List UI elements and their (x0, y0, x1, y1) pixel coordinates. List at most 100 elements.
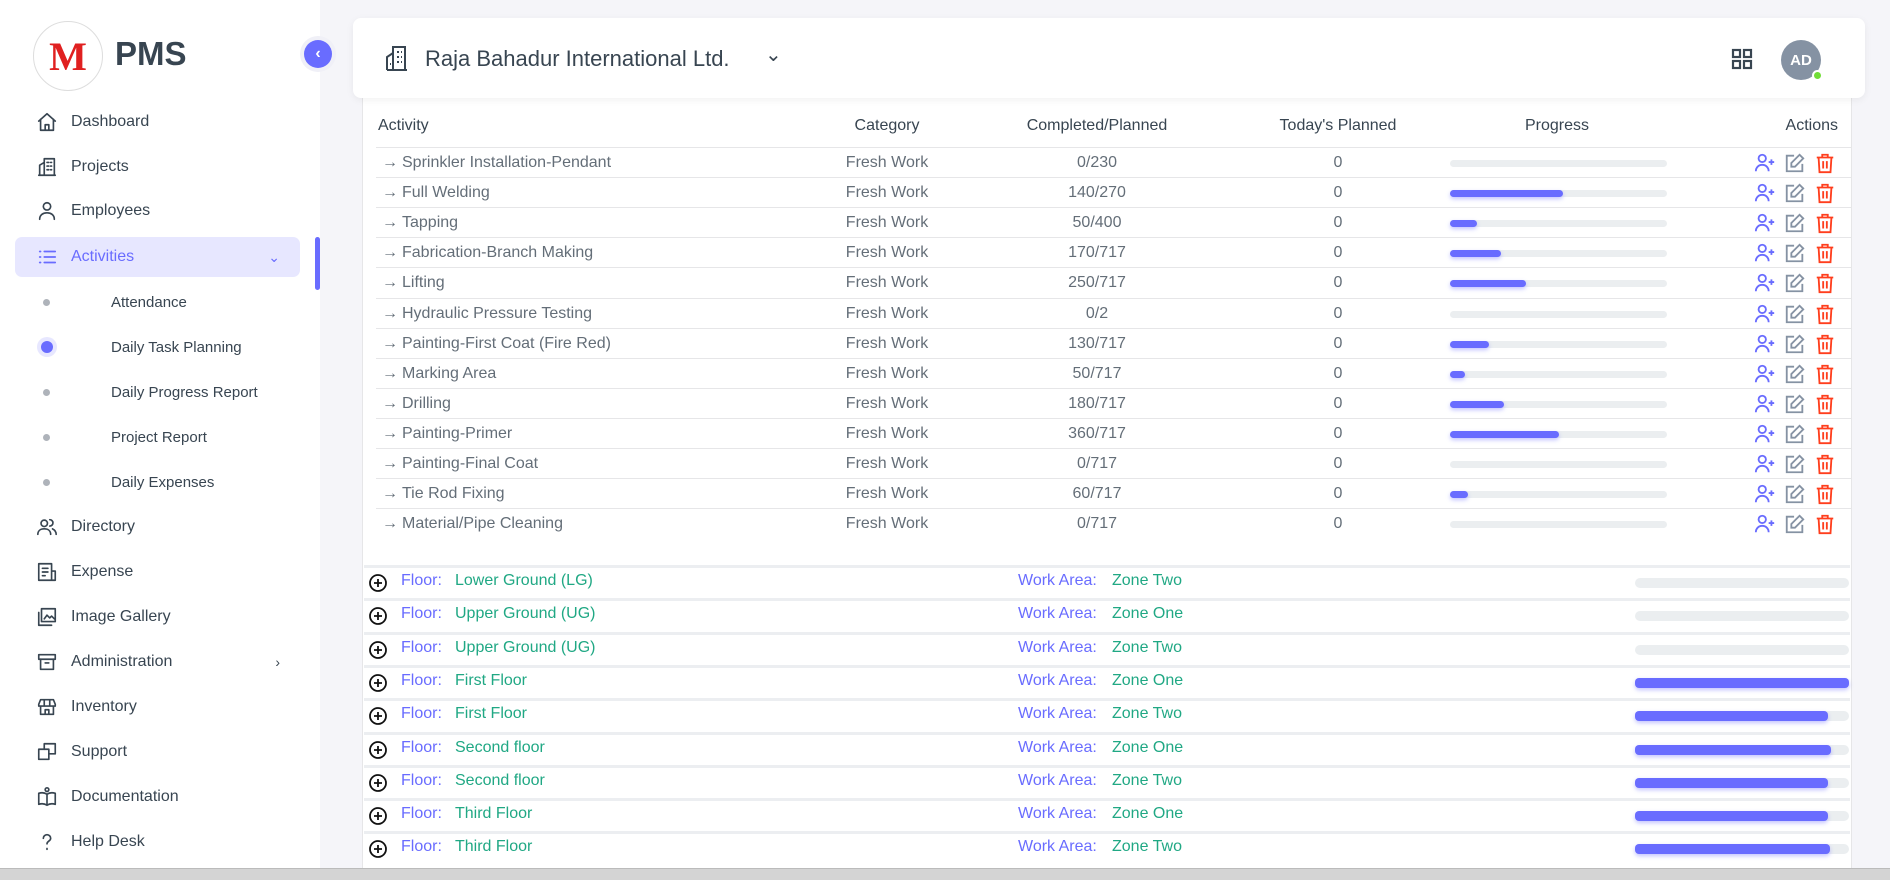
assign-user-icon[interactable] (1754, 242, 1776, 264)
category: Fresh Work (845, 304, 929, 322)
sidebar-item-image-gallery[interactable]: Image Gallery (15, 597, 300, 637)
delete-icon[interactable] (1814, 363, 1836, 385)
expand-plus-icon[interactable] (368, 806, 388, 831)
delete-icon[interactable] (1814, 242, 1836, 264)
activity-name: Fabrication-Branch Making (402, 244, 594, 262)
sidebar-item-label: Activities (71, 248, 135, 265)
assign-user-icon[interactable] (1754, 513, 1776, 535)
delete-icon[interactable] (1814, 303, 1836, 325)
edit-icon[interactable] (1784, 272, 1806, 294)
delete-icon[interactable] (1814, 453, 1836, 475)
assign-user-icon[interactable] (1754, 453, 1776, 475)
sidebar-subitem-attendance[interactable]: Attendance (15, 282, 300, 322)
sidebar-item-documentation[interactable]: Documentation (15, 777, 300, 817)
logo[interactable]: M (33, 21, 103, 91)
sidebar-item-dashboard[interactable]: Dashboard (15, 102, 300, 142)
sidebar-item-administration[interactable]: Administration › (15, 642, 300, 682)
edit-icon[interactable] (1784, 483, 1806, 505)
edit-icon[interactable] (1784, 242, 1806, 264)
expand-plus-icon[interactable] (368, 673, 388, 698)
edit-icon[interactable] (1784, 423, 1806, 445)
floor-row[interactable]: Floor: Third Floor Work Area: Zone One (364, 798, 1850, 831)
assign-user-icon[interactable] (1754, 152, 1776, 174)
category: Fresh Work (845, 244, 929, 262)
delete-icon[interactable] (1814, 152, 1836, 174)
sidebar-item-inventory[interactable]: Inventory (15, 687, 300, 727)
sidebar-subitem-daily-expenses[interactable]: Daily Expenses (15, 462, 300, 502)
edit-icon[interactable] (1784, 303, 1806, 325)
chevron-down-icon[interactable]: ⌄ (765, 44, 782, 66)
avatar[interactable]: AD (1781, 40, 1823, 81)
edit-icon[interactable] (1784, 333, 1806, 355)
assign-user-icon[interactable] (1754, 212, 1776, 234)
edit-icon[interactable] (1784, 212, 1806, 234)
delete-icon[interactable] (1814, 272, 1836, 294)
activity-name: Painting-Primer (402, 424, 513, 442)
floor-row[interactable]: Floor: Upper Ground (UG) Work Area: Zone… (364, 631, 1850, 665)
sidebar-item-expense[interactable]: Expense (15, 552, 300, 592)
assign-user-icon[interactable] (1754, 182, 1776, 204)
assign-user-icon[interactable] (1754, 303, 1776, 325)
work-area-name: Zone One (1112, 671, 1184, 689)
edit-icon[interactable] (1784, 182, 1806, 204)
assign-user-icon[interactable] (1754, 333, 1776, 355)
apps-grid-icon[interactable] (1731, 48, 1753, 70)
edit-icon[interactable] (1784, 363, 1806, 385)
work-area-label: Work Area: (1018, 705, 1097, 723)
floor-name: Third Floor (455, 838, 533, 856)
edit-icon[interactable] (1784, 453, 1806, 475)
delete-icon[interactable] (1814, 513, 1836, 535)
floor-row[interactable]: Floor: First Floor Work Area: Zone One (364, 664, 1850, 698)
floor-row[interactable]: Floor: First Floor Work Area: Zone Two (364, 698, 1850, 731)
expand-plus-icon[interactable] (368, 740, 388, 765)
assign-user-icon[interactable] (1754, 483, 1776, 505)
expand-plus-icon[interactable] (368, 839, 388, 864)
edit-icon[interactable] (1784, 152, 1806, 174)
delete-icon[interactable] (1814, 393, 1836, 415)
completed-planned: 180/717 (1068, 394, 1126, 412)
table-row: → Full Welding Fresh Work 140/270 0 (376, 177, 1852, 207)
table-row: → Hydraulic Pressure Testing Fresh Work … (376, 297, 1852, 328)
sidebar-subitem-project-report[interactable]: Project Report (15, 417, 300, 457)
floor-row[interactable]: Floor: Third Floor Work Area: Zone Two (364, 831, 1850, 864)
building-icon (35, 156, 59, 178)
floor-name: First Floor (455, 671, 527, 689)
assign-user-icon[interactable] (1754, 363, 1776, 385)
sidebar-subitem-daily-progress-report[interactable]: Daily Progress Report (15, 372, 300, 412)
assign-user-icon[interactable] (1754, 393, 1776, 415)
sidebar-subitem-daily-task-planning[interactable]: Daily Task Planning (15, 327, 300, 367)
sidebar-item-employees[interactable]: Employees (15, 191, 300, 231)
delete-icon[interactable] (1814, 182, 1836, 204)
expand-plus-icon[interactable] (368, 773, 388, 798)
expand-plus-icon[interactable] (368, 706, 388, 731)
floor-row[interactable]: Floor: Lower Ground (LG) Work Area: Zone… (364, 565, 1850, 596)
floor-row[interactable]: Floor: Upper Ground (UG) Work Area: Zone… (364, 598, 1850, 631)
column-header: Completed/Planned (1026, 117, 1168, 134)
row-actions (1754, 212, 1836, 234)
delete-icon[interactable] (1814, 423, 1836, 445)
expand-plus-icon[interactable] (368, 606, 388, 631)
assign-user-icon[interactable] (1754, 423, 1776, 445)
sidebar-item-directory[interactable]: Directory (15, 507, 300, 547)
gallery-icon (35, 606, 59, 628)
delete-icon[interactable] (1814, 483, 1836, 505)
delete-icon[interactable] (1814, 212, 1836, 234)
edit-icon[interactable] (1784, 513, 1806, 535)
column-header: Actions (1785, 117, 1838, 134)
sidebar-item-support[interactable]: Support (15, 732, 300, 772)
collapse-sidebar-button[interactable]: ‹ (300, 36, 336, 72)
floor-row[interactable]: Floor: Second floor Work Area: Zone Two (364, 764, 1850, 798)
expand-plus-icon[interactable] (368, 640, 388, 665)
sidebar-item-projects[interactable]: Projects (15, 147, 300, 187)
sidebar-item-activities[interactable]: Activities ⌄ (15, 237, 300, 277)
sidebar-item-help-desk[interactable]: Help Desk (15, 822, 300, 862)
work-area-label: Work Area: (1018, 605, 1097, 623)
category: Fresh Work (845, 485, 929, 503)
floor-row[interactable]: Floor: Second floor Work Area: Zone One (364, 731, 1850, 765)
assign-user-icon[interactable] (1754, 272, 1776, 294)
project-selector[interactable]: Raja Bahadur International Ltd. (425, 46, 730, 71)
expand-plus-icon[interactable] (368, 573, 388, 598)
delete-icon[interactable] (1814, 333, 1836, 355)
avatar-initials: AD (1790, 51, 1812, 69)
edit-icon[interactable] (1784, 393, 1806, 415)
